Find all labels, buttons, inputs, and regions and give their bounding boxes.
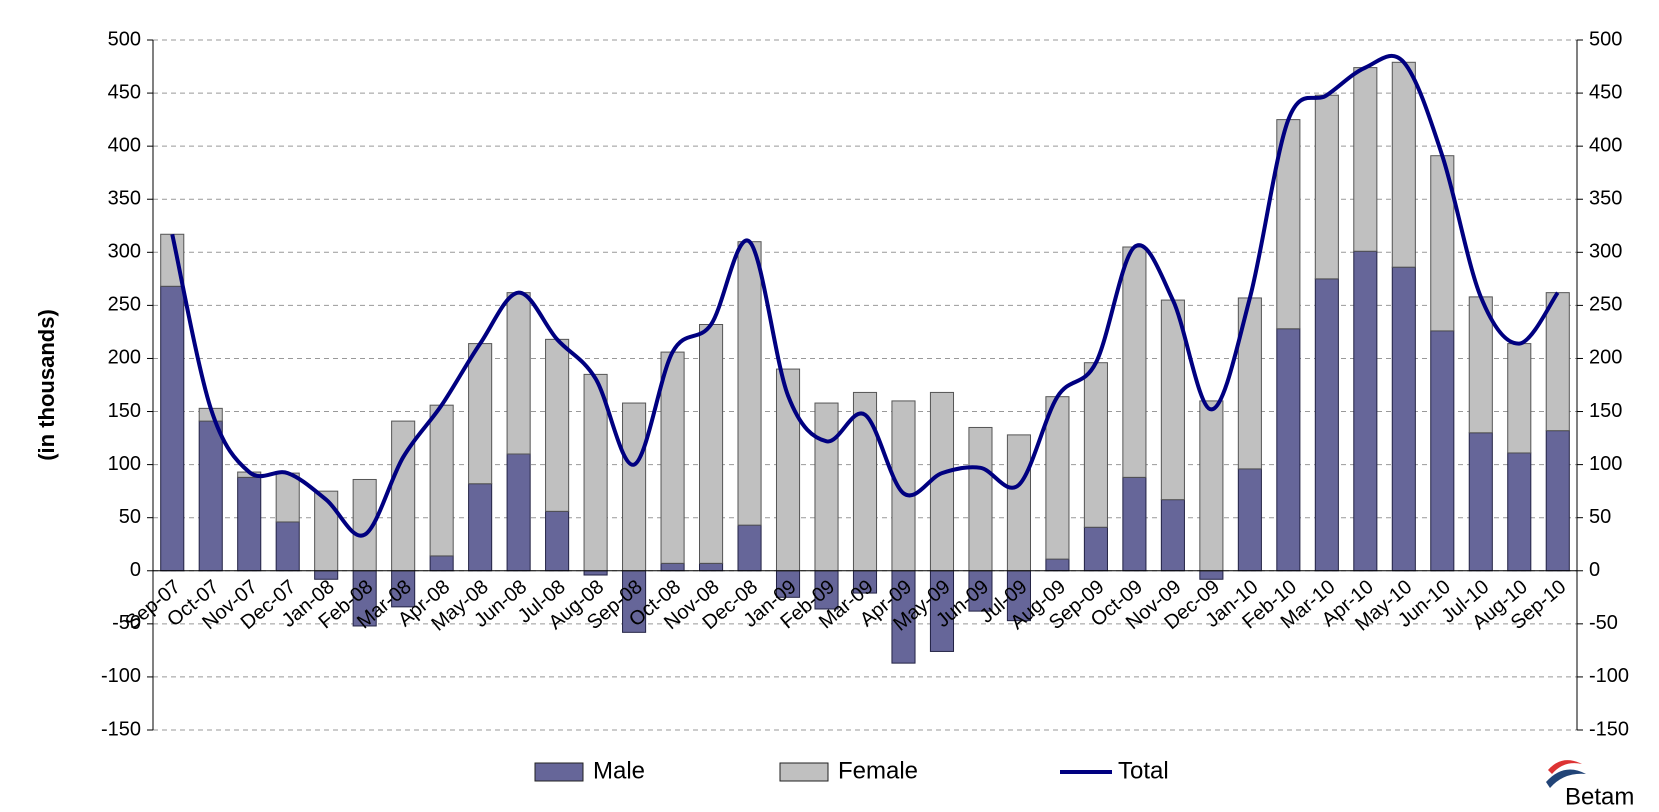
bar [314, 490, 339, 572]
y-tick-label: 350 [108, 188, 141, 210]
bar [1545, 430, 1570, 572]
bar [814, 402, 839, 572]
legend-label: Total [1118, 757, 1169, 784]
bar [545, 510, 570, 572]
bar [929, 391, 955, 572]
y2-tick-label: -50 [1589, 612, 1618, 634]
y2-tick-label: 150 [1589, 400, 1622, 422]
bar [1122, 476, 1147, 572]
y2-tick-label: 0 [1589, 559, 1600, 581]
legend-label: Female [838, 757, 918, 784]
y2-tick-label: 50 [1589, 506, 1611, 528]
bar [198, 420, 223, 572]
y2-tick-label: 500 [1589, 28, 1622, 50]
bar [1160, 499, 1185, 572]
bar [468, 483, 493, 572]
y2-tick-label: 200 [1589, 347, 1622, 369]
bar [275, 472, 300, 523]
bar [506, 453, 531, 572]
y2-tick-label: 250 [1589, 294, 1622, 316]
y-tick-label: -150 [101, 718, 141, 740]
bar [891, 400, 916, 572]
y2-tick-label: 350 [1589, 188, 1622, 210]
bar [545, 338, 570, 512]
y-tick-label: 500 [108, 28, 141, 50]
logo-icon [1548, 760, 1582, 774]
bar [1083, 362, 1108, 528]
bar [1468, 432, 1493, 572]
y2-tick-label: 100 [1589, 453, 1622, 475]
bar [1545, 292, 1570, 432]
bar [1507, 452, 1532, 572]
y-tick-label: 100 [108, 453, 141, 475]
bar [468, 343, 493, 485]
bar [429, 404, 454, 557]
y-tick-label: 0 [130, 559, 141, 581]
bar [429, 555, 454, 572]
bar [737, 241, 762, 526]
y-axis-label: (in thousands) [34, 309, 59, 461]
y-tick-label: 150 [108, 400, 141, 422]
bar [583, 373, 608, 572]
y-tick-label: -100 [101, 665, 141, 687]
y-tick-label: 200 [108, 347, 141, 369]
legend-label: Male [593, 757, 645, 784]
y2-tick-label: -100 [1589, 665, 1629, 687]
legend-swatch [534, 762, 584, 782]
y-tick-label: 50 [119, 506, 141, 528]
bar [1237, 468, 1262, 572]
bar [1199, 400, 1224, 572]
bar [275, 521, 300, 572]
bar [1122, 246, 1147, 478]
bar [699, 323, 724, 564]
bar [160, 285, 185, 572]
bar [1045, 558, 1070, 572]
y-tick-label: 300 [108, 241, 141, 263]
bar [1391, 61, 1416, 268]
bar [1353, 67, 1378, 252]
logo-icon [1546, 769, 1586, 788]
bar [237, 476, 262, 572]
bar [1045, 396, 1070, 560]
bar [1083, 526, 1108, 572]
bar [1314, 94, 1339, 280]
bar [1430, 330, 1455, 572]
bar [1276, 328, 1301, 572]
bar [506, 292, 531, 455]
logo-text: Betam [1565, 783, 1634, 810]
bar [1391, 266, 1416, 572]
y2-tick-label: 400 [1589, 134, 1622, 156]
bar [1507, 343, 1532, 454]
y2-tick-label: -150 [1589, 718, 1629, 740]
bar [968, 426, 993, 572]
y2-tick-label: 450 [1589, 81, 1622, 103]
y-tick-label: -50 [112, 612, 141, 634]
line [170, 54, 1560, 538]
y2-tick-label: 300 [1589, 241, 1622, 263]
bar [1006, 434, 1031, 572]
bar [1353, 250, 1378, 572]
legend-swatch [779, 762, 829, 782]
bar [660, 351, 685, 564]
bar [583, 570, 608, 576]
y-tick-label: 450 [108, 81, 141, 103]
bar [852, 391, 878, 572]
bar [622, 402, 647, 572]
bar [699, 562, 724, 572]
y-tick-label: 250 [108, 294, 141, 316]
bar [660, 562, 685, 572]
bar [1314, 278, 1339, 572]
y-tick-label: 400 [108, 134, 141, 156]
bar [737, 524, 762, 572]
